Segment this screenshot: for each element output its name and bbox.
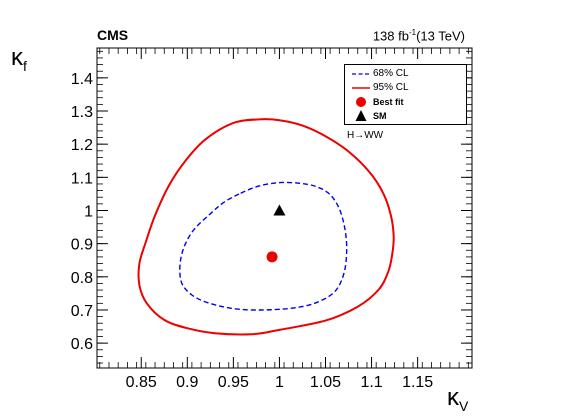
y-axis-title: κf xyxy=(11,44,27,74)
legend-label: 68% CL xyxy=(373,68,409,79)
legend-item-95: 95% CL xyxy=(345,81,466,95)
luminosity-label: 138 fb-1(13 TeV) xyxy=(373,28,465,43)
process-label: H→WW xyxy=(347,130,384,141)
contour-95-line xyxy=(137,118,395,336)
y-tick-label: 1.4 xyxy=(71,71,93,88)
x-axis-subscript: V xyxy=(459,397,469,414)
legend-label: 95% CL xyxy=(373,82,409,93)
y-tick-label: 1.1 xyxy=(71,170,93,187)
sm-marker xyxy=(273,204,286,216)
legend-label: Best fit xyxy=(373,97,404,107)
x-axis-title: κV xyxy=(447,384,468,414)
x-tick-label: 0.9 xyxy=(176,374,198,391)
legend-label: SM xyxy=(373,111,387,121)
legend-item-68: 68% CL xyxy=(345,67,466,81)
energy-value: (13 TeV) xyxy=(416,28,465,44)
y-axis-subscript: f xyxy=(23,57,27,74)
y-tick-label: 0.8 xyxy=(71,270,93,287)
x-tick-label: 1.1 xyxy=(360,374,382,391)
confidence-contours xyxy=(137,118,395,336)
y-axis-symbol: κ xyxy=(11,44,23,71)
x-tick-label: 1 xyxy=(275,374,284,391)
x-tick-label: 0.95 xyxy=(218,374,249,391)
y-tick-label: 0.9 xyxy=(71,237,93,254)
y-tick-label: 0.7 xyxy=(71,303,93,320)
triangle-marker-icon xyxy=(355,110,367,121)
best-fit-marker xyxy=(266,251,278,263)
legend: 68% CL 95% CL Best fit SM xyxy=(344,64,467,125)
experiment-label: CMS xyxy=(97,27,129,43)
y-tick-label: 0.6 xyxy=(71,336,93,353)
x-tick-label: 1.05 xyxy=(310,374,341,391)
x-tick-label: 0.85 xyxy=(126,374,157,391)
lumi-value: 138 fb xyxy=(372,28,409,44)
legend-item-sm: SM xyxy=(345,109,466,123)
solid-line-icon xyxy=(352,87,370,89)
lumi-exponent: -1 xyxy=(408,28,417,37)
legend-item-best-fit: Best fit xyxy=(345,95,466,109)
circle-marker-icon xyxy=(356,97,366,107)
x-axis-symbol: κ xyxy=(447,384,459,411)
axis-ticks: 0.85 0.9 0.95 1 1.05 1.1 1.15 0.6 0.7 0.8 0.9 1 1.1 1… xyxy=(71,48,472,391)
y-tick-label: 1.3 xyxy=(71,104,93,121)
plot-frame xyxy=(96,47,473,369)
y-tick-label: 1.2 xyxy=(71,137,93,154)
contour-68-line xyxy=(179,181,348,311)
y-tick-label: 1 xyxy=(84,203,93,220)
dashed-line-icon xyxy=(352,73,370,75)
x-tick-label: 1.15 xyxy=(402,374,433,391)
point-markers xyxy=(266,204,286,263)
